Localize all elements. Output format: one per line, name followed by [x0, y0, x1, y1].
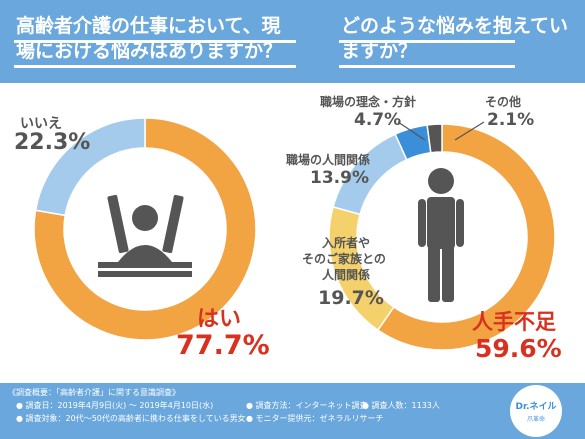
survey-count: ● 調査人数：1133人	[362, 401, 440, 410]
yes-label: はい	[197, 307, 242, 332]
survey-title: 《調査概要：「高齢者介護」に関する意識調査》	[8, 388, 180, 397]
other-label: その他	[485, 95, 522, 109]
survey-method: ● 調査方法：インターネット調査	[246, 401, 368, 410]
workplace-value: 13.9%	[310, 168, 369, 188]
question-right-underline-2	[339, 65, 515, 68]
policy-label: 職場の理念・方針	[320, 95, 417, 109]
policy-leader-line	[397, 121, 426, 141]
other-leader-line	[454, 121, 485, 141]
logo-subtext: 爪革命	[526, 416, 545, 423]
survey-date: ● 調査日：2019年4月9日(火) 〜 2019年4月10日(水)	[16, 401, 214, 410]
family-value: 19.7%	[318, 287, 384, 309]
question-right: どのような悩みを抱えていますか？	[341, 15, 569, 62]
no-label: いいえ	[20, 116, 62, 132]
dr-nail-logo: Dr.ネイル 爪革命	[510, 385, 562, 437]
family-label-line-3: 人間関係	[322, 268, 371, 282]
header-band: 高齢者介護の仕事において、現場における悩みはありますか？ どのような悩みを抱えて…	[0, 0, 585, 83]
slice-no	[34, 117, 146, 217]
family-label-line-2: そのご家族との	[302, 252, 386, 266]
standing-person-icon	[418, 168, 464, 302]
logo-text: Dr.ネイル	[515, 402, 557, 412]
left-donut	[33, 117, 257, 341]
policy-value: 4.7%	[354, 110, 402, 130]
yes-value: 77.7%	[176, 330, 270, 361]
survey-target: ● 調査対象：20代〜50代の高齢者に携わる仕事をしている男女	[16, 414, 246, 423]
despair-person-icon	[98, 194, 192, 277]
slice-shortage	[376, 123, 556, 351]
survey-footer: 《調査概要：「高齢者介護」に関する意識調査》 ● 調査日：2019年4月9日(火…	[0, 383, 585, 439]
slice-yes	[33, 117, 257, 341]
question-left-underline	[14, 40, 296, 43]
workplace-label: 職場の人間関係	[286, 153, 371, 167]
slice-other	[426, 123, 443, 154]
survey-provider: ● モニター提供元：ゼネラルリサーチ	[246, 414, 384, 423]
shortage-value: 59.6%	[475, 334, 562, 363]
family-label-line-1: 入所者や	[322, 236, 371, 250]
question-right-underline	[339, 40, 515, 43]
question-left-underline-2	[14, 65, 296, 68]
shortage-label: 人手不足	[472, 310, 556, 334]
no-value: 22.3%	[14, 130, 91, 155]
other-value: 2.1%	[487, 110, 535, 130]
right-donut	[328, 123, 556, 351]
question-left: 高齢者介護の仕事において、現場における悩みはありますか？	[16, 15, 283, 62]
